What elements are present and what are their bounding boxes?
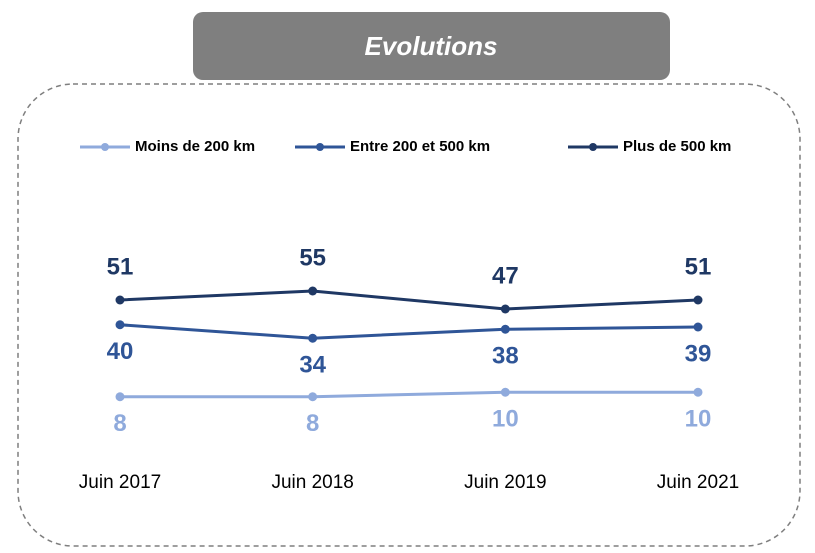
legend-label: Entre 200 et 500 km (350, 138, 490, 155)
legend-marker (589, 143, 597, 151)
data-label: 34 (299, 352, 326, 379)
point (308, 392, 318, 402)
point (500, 387, 510, 397)
data-label: 39 (685, 340, 712, 367)
point (500, 324, 510, 334)
title-box (193, 12, 670, 80)
legend-marker (101, 143, 109, 151)
series-line (119, 323, 699, 340)
data-label: 55 (299, 244, 326, 271)
data-label: 10 (492, 406, 519, 433)
point (693, 295, 703, 305)
legend-label: Moins de 200 km (135, 138, 255, 155)
frame (17, 83, 801, 547)
data-label: 40 (107, 338, 134, 365)
data-label: 51 (685, 253, 712, 280)
point (500, 304, 510, 314)
series-line (120, 390, 698, 399)
point (308, 333, 318, 343)
series-line (119, 289, 699, 311)
x-tick-label: Juin 2018 (271, 472, 353, 493)
data-label: 38 (492, 343, 519, 370)
point (693, 322, 703, 332)
data-label: 8 (113, 410, 126, 437)
x-tick-label: Juin 2019 (464, 472, 546, 493)
point (115, 295, 125, 305)
legend-label: Plus de 500 km (623, 138, 731, 155)
legend-marker (316, 143, 324, 151)
data-label: 10 (685, 406, 712, 433)
data-label: 51 (107, 253, 134, 280)
data-label: 47 (492, 262, 519, 289)
point (308, 286, 318, 296)
point (115, 392, 125, 402)
x-tick-label: Juin 2021 (657, 472, 739, 493)
chart-title: Evolutions (365, 31, 498, 61)
point (115, 320, 125, 330)
point (693, 387, 703, 397)
x-tick-label: Juin 2017 (79, 472, 161, 493)
data-label: 8 (306, 410, 319, 437)
